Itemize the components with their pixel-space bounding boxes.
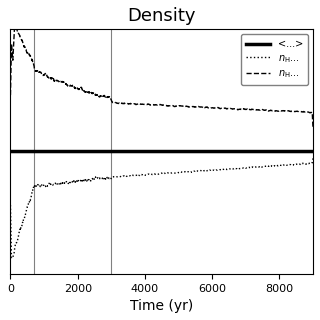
$n_\mathrm{H}$... xyxy=(26,52,30,55)
$n_\mathrm{H}$... xyxy=(122,101,126,105)
Title: Density: Density xyxy=(127,7,196,25)
$n_\mathrm{H}$... xyxy=(134,102,138,106)
$n_\mathrm{H}$... xyxy=(215,106,219,110)
<...> xyxy=(215,150,219,154)
$n_\mathrm{H}$... xyxy=(215,168,219,172)
<...> xyxy=(122,150,125,154)
$n_\mathrm{H}$... xyxy=(132,174,136,178)
<...> xyxy=(9,150,12,154)
<...> xyxy=(73,150,77,154)
$n_\mathrm{H}$... xyxy=(134,173,138,177)
Line: $n_\mathrm{H}$...: $n_\mathrm{H}$... xyxy=(11,22,313,129)
<...> xyxy=(311,150,315,154)
$n_\mathrm{H}$... xyxy=(9,93,12,97)
<...> xyxy=(26,150,30,154)
$n_\mathrm{H}$... xyxy=(132,102,136,106)
$n_\mathrm{H}$... xyxy=(122,174,126,178)
Line: $n_\mathrm{H}$...: $n_\mathrm{H}$... xyxy=(11,158,313,258)
$n_\mathrm{H}$... xyxy=(9,203,12,207)
X-axis label: Time (yr): Time (yr) xyxy=(130,299,193,313)
$n_\mathrm{H}$... xyxy=(73,180,77,184)
<...> xyxy=(132,150,136,154)
$n_\mathrm{H}$... xyxy=(311,156,315,160)
$n_\mathrm{H}$... xyxy=(73,87,77,91)
$n_\mathrm{H}$... xyxy=(311,127,315,131)
$n_\mathrm{H}$... xyxy=(26,204,30,208)
$n_\mathrm{H}$... xyxy=(13,20,17,24)
<...> xyxy=(133,150,137,154)
Legend: <...>, $n_\mathrm{H}$..., $n_\mathrm{H}$...: <...>, $n_\mathrm{H}$..., $n_\mathrm{H}$… xyxy=(241,34,308,85)
$n_\mathrm{H}$... xyxy=(10,256,13,260)
